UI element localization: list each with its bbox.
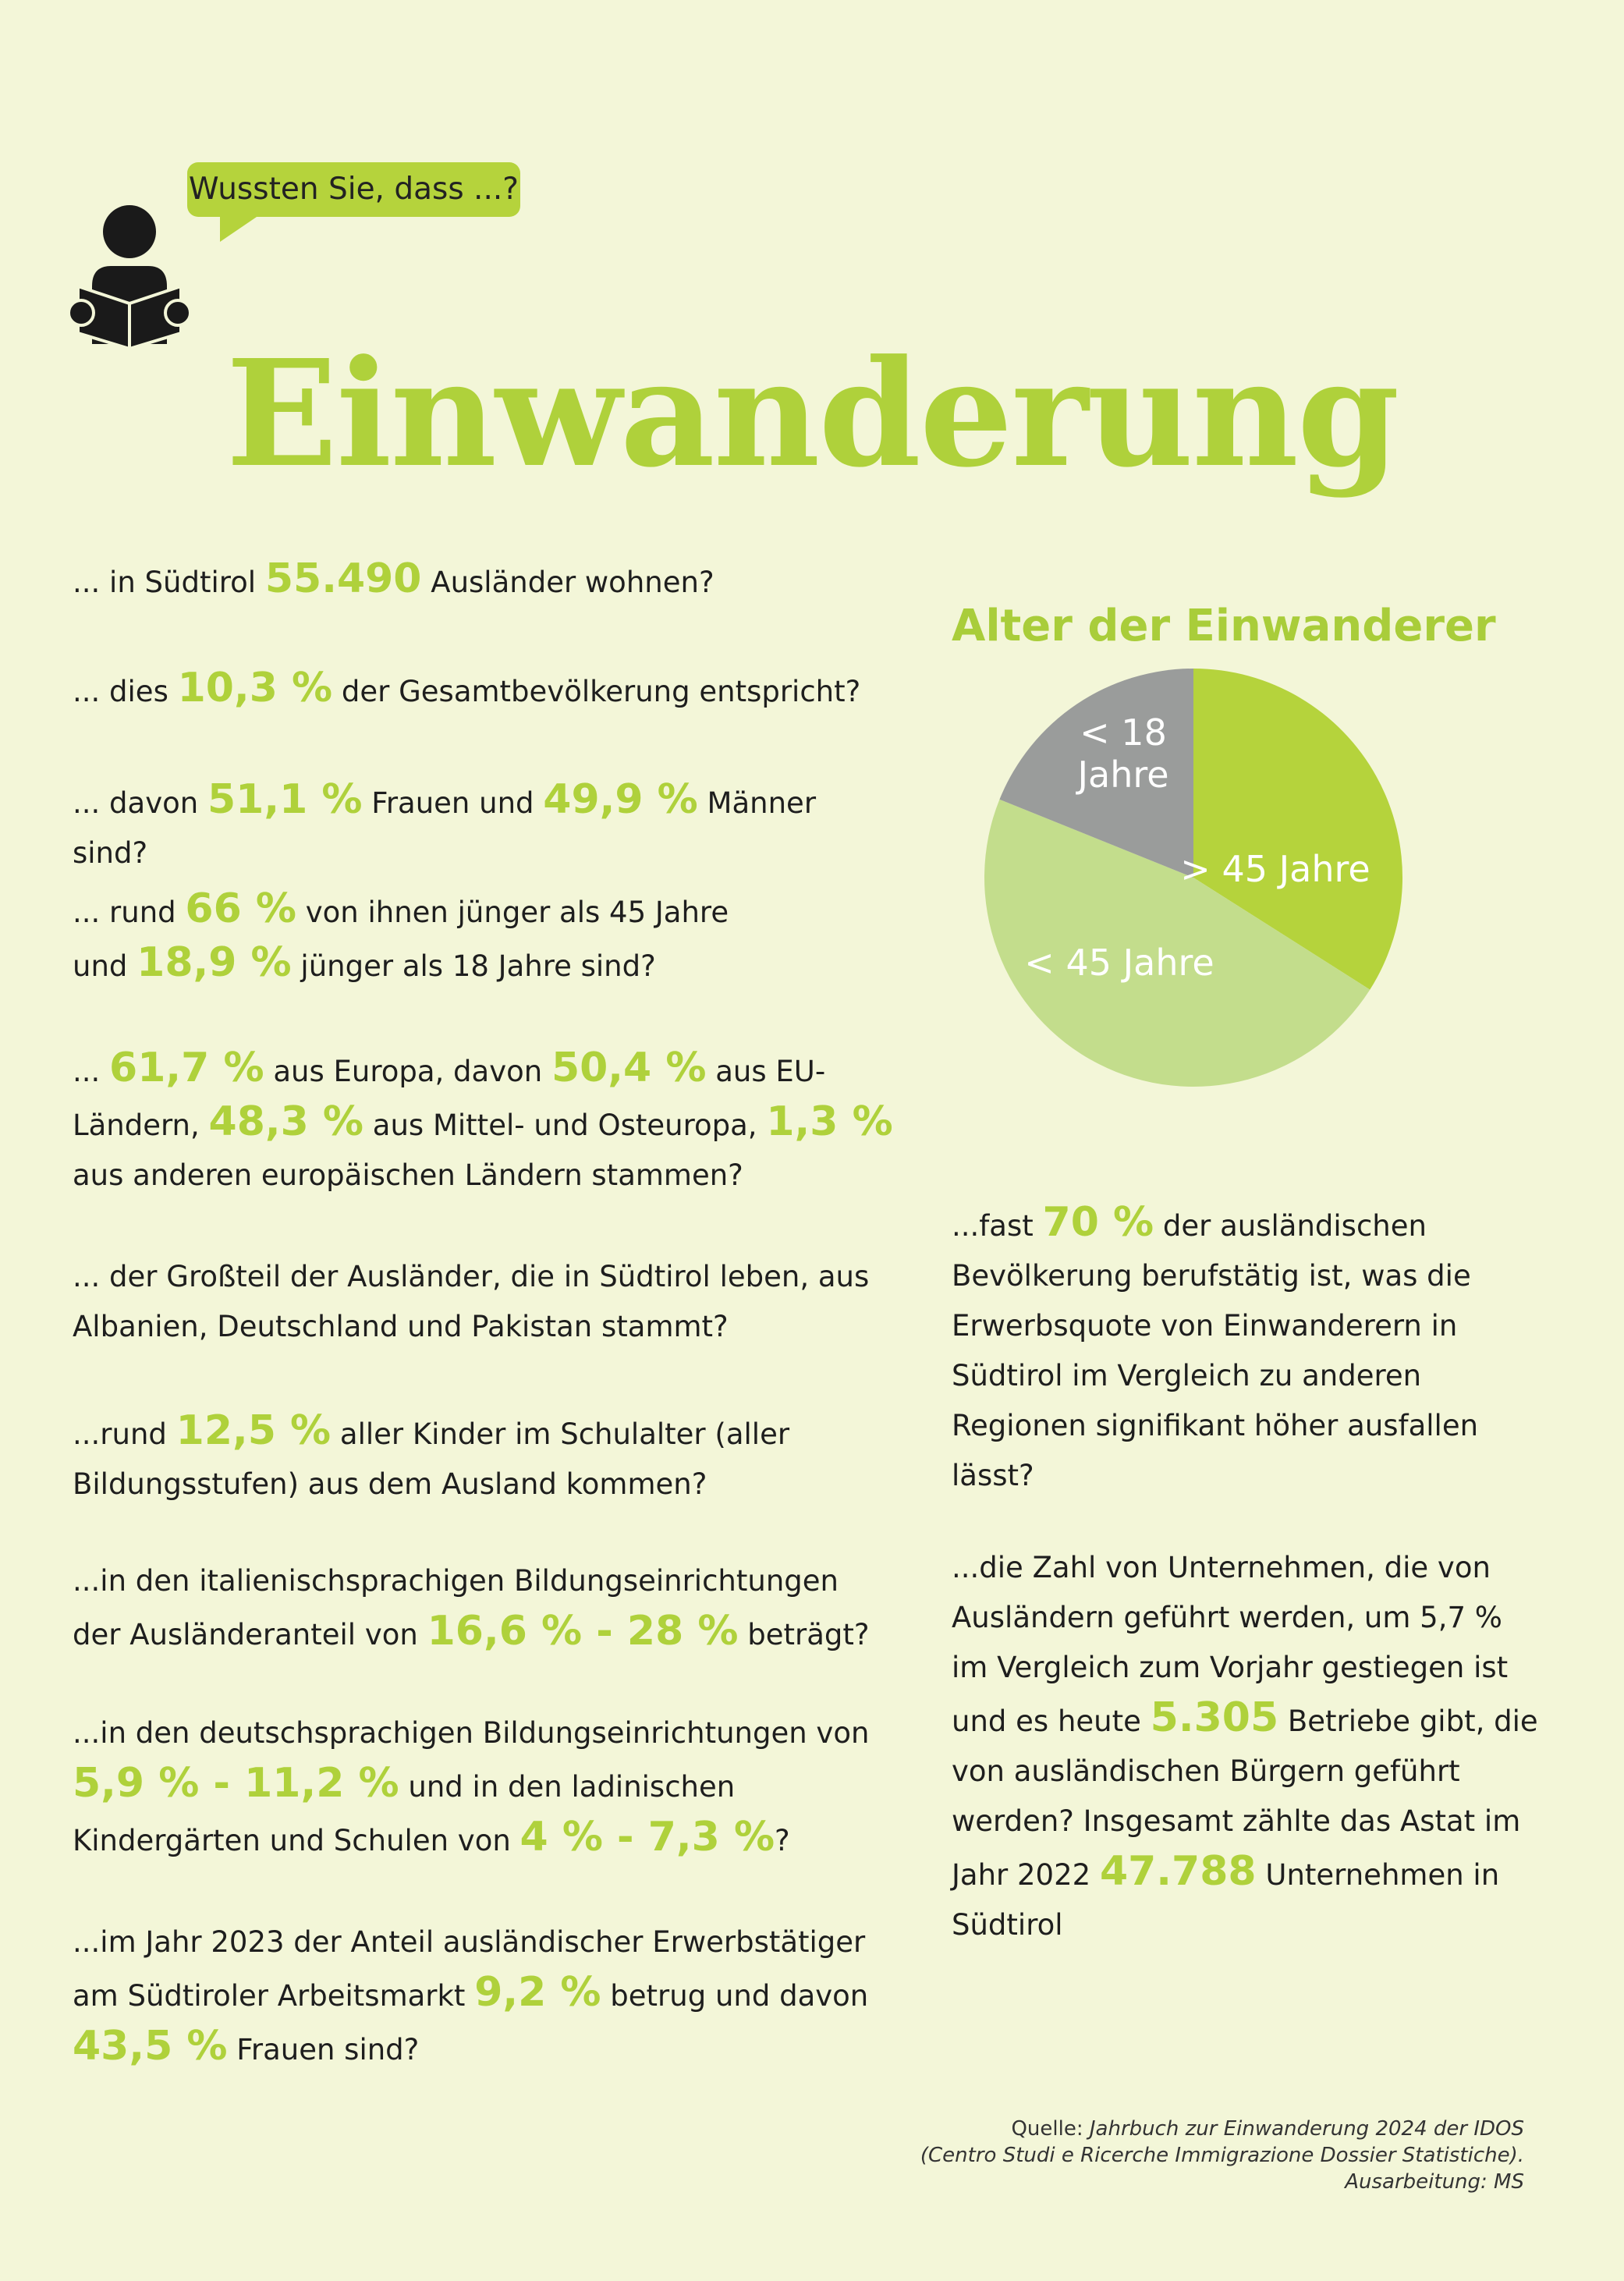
- fact-text: Betriebe gibt, die: [1278, 1705, 1538, 1738]
- fact-text: Ländern,: [73, 1109, 209, 1142]
- fact-text: ...: [73, 1055, 110, 1088]
- fact-text: und: [73, 949, 137, 983]
- fact-text: aus anderen europäischen Ländern stammen…: [73, 1158, 743, 1192]
- fact-text: und in den ladinischen: [399, 1770, 736, 1804]
- source-note: Quelle: Jahrbuch zur Einwanderung 2024 d…: [822, 2116, 1524, 2195]
- highlight-value: 66 %: [185, 885, 296, 932]
- fact-text: lässt?: [952, 1459, 1034, 1492]
- fact-text: Ausländer wohnen?: [421, 566, 714, 599]
- fact-text: aller Kinder im Schulalter (aller: [331, 1417, 790, 1451]
- chart-title: Alter der Einwanderer: [952, 601, 1496, 651]
- fact-text: beträgt?: [738, 1618, 870, 1651]
- pie-slice-label: < 45 Jahre: [1024, 942, 1214, 984]
- fact-text: Frauen sind?: [227, 2033, 420, 2066]
- fact-text: ... in Südtirol: [73, 566, 265, 599]
- pie-slice: [999, 669, 1193, 878]
- highlight-value: 12,5 %: [176, 1407, 332, 1454]
- fact-left-5: ... 61,7 % aus Europa, davon 50,4 % aus …: [73, 1043, 899, 1201]
- fact-text: im Vergleich zum Vorjahr gestiegen ist: [952, 1651, 1509, 1684]
- source-line-1: Jahrbuch zur Einwanderung 2024 der IDOS: [1089, 2117, 1524, 2141]
- fact-text: Albanien, Deutschland und Pakistan stamm…: [73, 1310, 729, 1343]
- source-line-3: Ausarbeitung: MS: [1345, 2170, 1524, 2194]
- fact-left-6: ... der Großteil der Ausländer, die in S…: [73, 1252, 899, 1352]
- fact-left-9: ...in den deutschsprachigen Bildungseinr…: [73, 1708, 899, 1866]
- highlight-value: 61,7 %: [109, 1045, 264, 1091]
- fact-text: ...in den deutschsprachigen Bildungseinr…: [73, 1716, 870, 1750]
- fact-left-2: ... dies 10,3 % der Gesamtbevölkerung en…: [73, 663, 899, 717]
- highlight-value: 47.788: [1099, 1848, 1257, 1895]
- fact-text: und es heute: [952, 1705, 1151, 1738]
- fact-text: ... der Großteil der Ausländer, die in S…: [73, 1260, 870, 1293]
- fact-text: Männer sind?: [73, 786, 817, 870]
- highlight-value: 4 % - 7,3 %: [519, 1814, 775, 1861]
- speech-bubble-text: Wussten Sie, dass ...?: [189, 172, 519, 207]
- speech-bubble-tail: [220, 215, 259, 242]
- fact-text: ...im Jahr 2023 der Anteil ausländischer…: [73, 1925, 866, 1959]
- source-prefix: Quelle:: [1011, 2117, 1090, 2141]
- fact-text: Bevölkerung berufstätig ist, was die: [952, 1259, 1471, 1293]
- fact-text: Jahr 2022: [952, 1858, 1100, 1892]
- fact-text: ... davon: [73, 786, 207, 820]
- fact-text: betrug und davon: [601, 1979, 869, 2013]
- highlight-value: 9,2 %: [474, 1969, 601, 2016]
- fact-text: Südtirol: [952, 1908, 1063, 1942]
- highlight-value: 55.490: [264, 555, 422, 602]
- fact-text: ... dies: [73, 675, 178, 708]
- fact-text: von ihnen jünger als 45 Jahre: [296, 896, 729, 929]
- source-line-2: (Centro Studi e Ricerche Immigrazione Do…: [920, 2144, 1524, 2167]
- highlight-value: 5.305: [1150, 1694, 1279, 1741]
- highlight-value: 49,9 %: [543, 776, 698, 823]
- fact-text: Regionen signifikant höher ausfallen: [952, 1409, 1479, 1442]
- fact-text: Südtirol im Vergleich zu anderen: [952, 1359, 1422, 1392]
- highlight-value: 50,4 %: [551, 1045, 707, 1091]
- fact-text: Frauen und: [362, 786, 544, 820]
- highlight-value: 10,3 %: [177, 665, 333, 711]
- pie-slice-label: < 18 Jahre: [1075, 711, 1168, 796]
- fact-left-3: ... davon 51,1 % Frauen und 49,9 % Männe…: [73, 775, 899, 878]
- fact-right-2: ...die Zahl von Unternehmen, die von Ausl…: [952, 1543, 1560, 1950]
- fact-right-1: ...fast 70 % der ausländischen Bevölkerun…: [952, 1197, 1560, 1501]
- highlight-value: 1,3 %: [766, 1098, 893, 1145]
- fact-text: der Gesamtbevölkerung entspricht?: [332, 675, 861, 708]
- fact-text: ...in den italienischsprachigen Bildungs…: [73, 1564, 839, 1598]
- fact-text: aus EU-: [706, 1055, 826, 1088]
- fact-text: ... rund: [73, 896, 186, 929]
- fact-text: Erwerbsquote von Einwanderern in: [952, 1309, 1458, 1343]
- pie-slice: [1193, 669, 1402, 990]
- fact-text: werden? Insgesamt zählte das Astat im: [952, 1804, 1521, 1838]
- fact-text: ...die Zahl von Unternehmen, die von: [952, 1551, 1491, 1584]
- fact-text: Kindergärten und Schulen von: [73, 1824, 520, 1857]
- pie-slice-label: > 45 Jahre: [1180, 848, 1370, 890]
- fact-text: ?: [775, 1824, 790, 1857]
- fact-text: aus Mittel- und Osteuropa,: [363, 1109, 767, 1142]
- highlight-value: 18,9 %: [137, 939, 292, 986]
- fact-text: von ausländischen Bürgern geführt: [952, 1754, 1460, 1788]
- fact-left-1: ... in Südtirol 55.490 Ausländer wohnen?: [73, 554, 899, 608]
- highlight-value: 48,3 %: [208, 1098, 364, 1145]
- fact-text: am Südtiroler Arbeitsmarkt: [73, 1979, 475, 2013]
- fact-left-8: ...in den italienischsprachigen Bildungs…: [73, 1556, 899, 1660]
- reading-person-icon: [70, 205, 189, 351]
- highlight-value: 43,5 %: [73, 2023, 228, 2070]
- fact-text: der ausländischen: [1154, 1209, 1427, 1243]
- fact-text: der Ausländeranteil von: [73, 1618, 427, 1651]
- fact-text: Ausländern geführt werden, um 5,7 %: [952, 1601, 1502, 1634]
- highlight-value: 51,1 %: [207, 776, 363, 823]
- fact-text: aus Europa, davon: [264, 1055, 551, 1088]
- pie-slice: [984, 799, 1370, 1087]
- fact-text: Unternehmen in: [1256, 1858, 1500, 1892]
- age-pie-chart: > 45 Jahre < 45 Jahre < 18 Jahre: [984, 669, 1402, 1087]
- fact-left-4: ... rund 66 % von ihnen jünger als 45 Ja…: [73, 884, 899, 992]
- fact-text: jünger als 18 Jahre sind?: [291, 949, 656, 983]
- speech-bubble: Wussten Sie, dass ...?: [187, 162, 520, 217]
- fact-text: ...fast: [952, 1209, 1043, 1243]
- highlight-value: 70 %: [1042, 1199, 1154, 1246]
- fact-left-10: ...im Jahr 2023 der Anteil ausländischer…: [73, 1917, 899, 2075]
- fact-text: Bildungsstufen) aus dem Ausland kommen?: [73, 1467, 707, 1501]
- page-title: Einwanderung: [225, 328, 1400, 500]
- fact-text: ...rund: [73, 1417, 176, 1451]
- highlight-value: 5,9 % - 11,2 %: [73, 1760, 399, 1807]
- highlight-value: 16,6 % - 28 %: [427, 1608, 739, 1655]
- fact-left-7: ...rund 12,5 % aller Kinder im Schulalte…: [73, 1406, 899, 1509]
